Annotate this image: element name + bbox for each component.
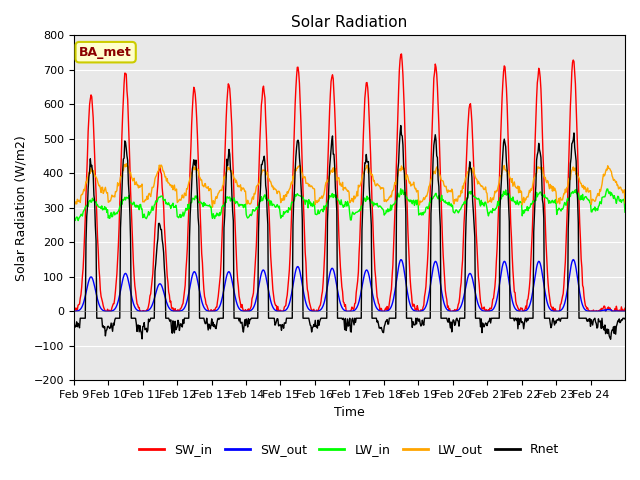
SW_in <box>438 236 446 241</box>
LW_out <box>285 186 293 192</box>
Rnet <box>134 322 142 328</box>
LW_in <box>264 198 271 204</box>
SW_out <box>438 289 445 295</box>
Rnet <box>397 123 404 129</box>
Rnet <box>70 317 77 323</box>
LW_in <box>438 197 446 203</box>
Title: Solar Radiation: Solar Radiation <box>291 15 408 30</box>
LW_out <box>122 161 130 167</box>
Line: SW_out: SW_out <box>74 260 625 312</box>
LW_in <box>135 207 143 213</box>
Rnet <box>263 208 271 214</box>
SW_out <box>570 257 577 263</box>
SW_in <box>264 171 271 177</box>
SW_in <box>621 305 629 311</box>
LW_in <box>70 214 77 220</box>
SW_in <box>70 308 77 313</box>
LW_out <box>621 200 629 206</box>
LW_out <box>209 204 216 210</box>
SW_in <box>237 301 244 307</box>
SW_in <box>397 51 405 57</box>
SW_in <box>135 305 143 311</box>
Rnet <box>236 315 244 321</box>
LW_out <box>70 204 77 209</box>
Line: Rnet: Rnet <box>74 126 625 339</box>
Legend: SW_in, SW_out, LW_in, LW_out, Rnet: SW_in, SW_out, LW_in, LW_out, Rnet <box>134 438 564 461</box>
Line: LW_out: LW_out <box>74 164 625 207</box>
LW_in <box>621 209 629 215</box>
Line: LW_in: LW_in <box>74 189 625 220</box>
LW_out <box>135 183 143 189</box>
X-axis label: Time: Time <box>334 406 365 419</box>
SW_out <box>407 304 415 310</box>
Y-axis label: Solar Radiation (W/m2): Solar Radiation (W/m2) <box>15 135 28 281</box>
SW_out <box>285 302 292 308</box>
LW_out <box>237 188 245 194</box>
LW_out <box>438 178 446 184</box>
SW_out <box>237 307 244 313</box>
Rnet <box>407 315 415 321</box>
Text: BA_met: BA_met <box>79 46 132 59</box>
SW_out <box>70 309 77 314</box>
SW_in <box>408 292 415 298</box>
LW_in <box>237 202 244 208</box>
Rnet <box>621 315 629 321</box>
LW_in <box>408 197 415 203</box>
Rnet <box>284 315 292 321</box>
Line: SW_in: SW_in <box>74 54 625 312</box>
LW_in <box>74 217 82 223</box>
LW_in <box>397 186 404 192</box>
Rnet <box>438 315 445 321</box>
SW_out <box>70 309 78 314</box>
Rnet <box>607 336 614 342</box>
LW_out <box>408 181 415 187</box>
SW_out <box>135 308 143 314</box>
SW_in <box>285 276 292 282</box>
LW_in <box>285 205 292 211</box>
SW_out <box>621 309 629 314</box>
LW_out <box>265 175 273 181</box>
SW_in <box>102 309 109 314</box>
SW_out <box>264 284 271 289</box>
